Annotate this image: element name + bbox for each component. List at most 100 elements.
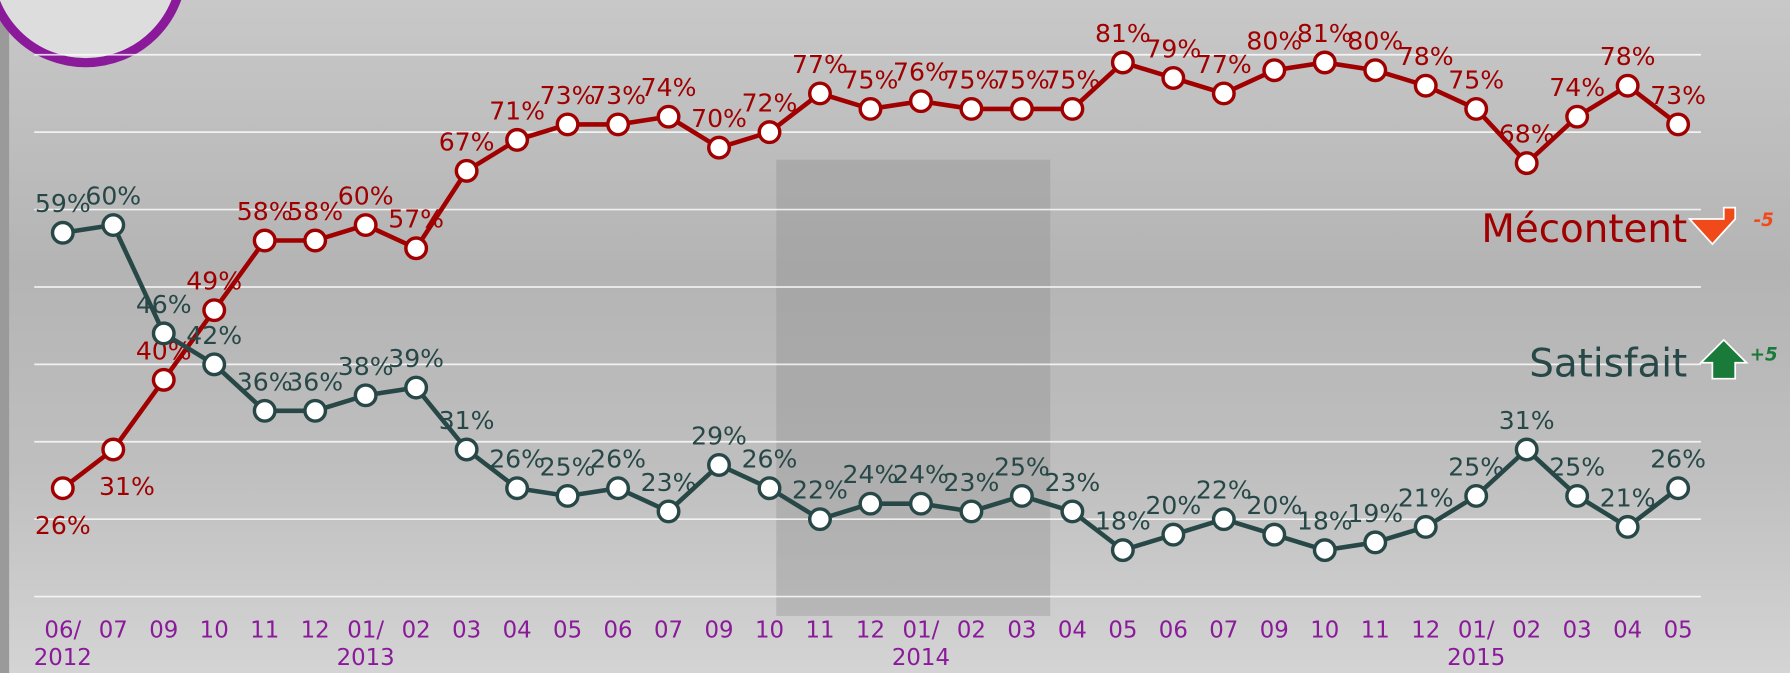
data-label: 60% <box>85 182 141 211</box>
data-label: 36% <box>287 367 343 396</box>
point <box>810 509 831 530</box>
point <box>1314 540 1335 561</box>
point <box>103 439 124 460</box>
point <box>406 238 427 259</box>
point <box>608 478 629 499</box>
data-label: 24% <box>843 460 899 489</box>
data-label: 18% <box>1095 507 1151 536</box>
data-label: 74% <box>1549 73 1605 102</box>
point <box>608 114 629 135</box>
data-label: 75% <box>843 65 899 94</box>
data-label: 73% <box>1650 81 1706 110</box>
point <box>1314 52 1335 73</box>
point <box>456 161 477 182</box>
point <box>507 130 528 151</box>
data-label: 59% <box>35 189 91 218</box>
point <box>860 493 881 514</box>
data-label: 76% <box>893 58 949 87</box>
data-label: 71% <box>489 96 545 125</box>
point <box>1567 486 1588 507</box>
data-label: 22% <box>792 476 848 505</box>
data-label: 79% <box>1145 34 1201 63</box>
point <box>658 106 679 127</box>
data-label: 80% <box>1246 27 1302 56</box>
point <box>305 230 326 251</box>
data-label: 23% <box>944 468 1000 497</box>
point <box>658 501 679 522</box>
data-label: 31% <box>439 406 495 435</box>
data-label: 67% <box>439 127 495 156</box>
point <box>153 370 174 391</box>
data-label: 60% <box>338 182 394 211</box>
data-label: 81% <box>1095 19 1151 48</box>
data-label: 78% <box>1600 42 1656 71</box>
point <box>1264 524 1285 545</box>
point <box>53 223 74 244</box>
point <box>1214 509 1235 530</box>
data-label: 19% <box>1347 499 1403 528</box>
data-label: 80% <box>1347 27 1403 56</box>
data-label: 73% <box>590 81 646 110</box>
point <box>1365 60 1386 81</box>
point <box>709 137 730 158</box>
data-label: 75% <box>944 65 1000 94</box>
point <box>1163 524 1184 545</box>
data-label: 81% <box>1297 19 1353 48</box>
point <box>961 501 982 522</box>
data-label: 36% <box>237 367 293 396</box>
point <box>507 478 528 499</box>
point <box>103 215 124 236</box>
data-label: 25% <box>1448 452 1504 481</box>
point <box>1415 517 1436 538</box>
data-label: 26% <box>1650 445 1706 474</box>
point <box>1062 99 1083 120</box>
data-label: 78% <box>1398 42 1454 71</box>
data-label: 57% <box>388 205 444 234</box>
page: 26%31%40%49%58%58%60%57%67%71%73%73%74%7… <box>0 0 1790 673</box>
point <box>759 122 780 143</box>
point <box>1113 52 1134 73</box>
point <box>1012 99 1033 120</box>
point <box>1668 478 1689 499</box>
data-label: 58% <box>237 197 293 226</box>
data-label: 22% <box>1196 476 1252 505</box>
data-label: 68% <box>1499 120 1555 149</box>
change-arrow <box>1701 340 1747 379</box>
data-label: 42% <box>186 321 242 350</box>
point <box>911 493 932 514</box>
data-label: 20% <box>1145 491 1201 520</box>
point <box>1163 68 1184 89</box>
point <box>1113 540 1134 561</box>
data-label: 24% <box>893 460 949 489</box>
point <box>1617 517 1638 538</box>
data-label: 73% <box>540 81 596 110</box>
data-label: 58% <box>287 197 343 226</box>
portrait <box>0 0 183 63</box>
data-label: 26% <box>489 445 545 474</box>
point <box>1466 99 1487 120</box>
point <box>53 478 74 499</box>
point <box>355 215 376 236</box>
point <box>254 230 275 251</box>
data-label: 25% <box>1549 452 1605 481</box>
point <box>1415 75 1436 96</box>
data-label: 49% <box>186 267 242 296</box>
data-label: 26% <box>742 445 798 474</box>
chart: 26%31%40%49%58%58%60%57%67%71%73%73%74%7… <box>0 0 1790 673</box>
point <box>406 377 427 398</box>
data-label: 39% <box>388 344 444 373</box>
point <box>355 385 376 406</box>
point <box>860 99 881 120</box>
point <box>305 401 326 422</box>
point <box>1516 439 1537 460</box>
point <box>456 439 477 460</box>
data-label: 74% <box>641 73 697 102</box>
point <box>1567 106 1588 127</box>
point <box>1668 114 1689 135</box>
change-arrow <box>1690 208 1736 245</box>
data-label: 72% <box>742 89 798 118</box>
data-label: 26% <box>35 511 91 540</box>
data-label: 23% <box>641 468 697 497</box>
background-gate <box>776 160 1050 616</box>
data-label: 46% <box>136 290 192 319</box>
